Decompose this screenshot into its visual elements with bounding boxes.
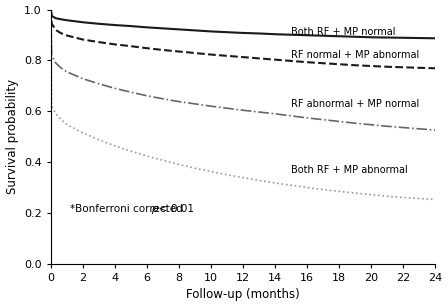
Y-axis label: Survival probability: Survival probability <box>5 79 18 194</box>
Text: *Bonferroni corrected: *Bonferroni corrected <box>70 204 186 214</box>
Text: RF abnormal + MP normal: RF abnormal + MP normal <box>291 99 419 109</box>
Text: Both RF + MP abnormal: Both RF + MP abnormal <box>291 165 408 175</box>
Text: Both RF + MP normal: Both RF + MP normal <box>291 27 396 37</box>
X-axis label: Follow-up (months): Follow-up (months) <box>186 289 300 301</box>
Text: p: p <box>151 204 158 214</box>
Text: < 0.01: < 0.01 <box>159 204 194 214</box>
Text: RF normal + MP abnormal: RF normal + MP abnormal <box>291 50 419 60</box>
